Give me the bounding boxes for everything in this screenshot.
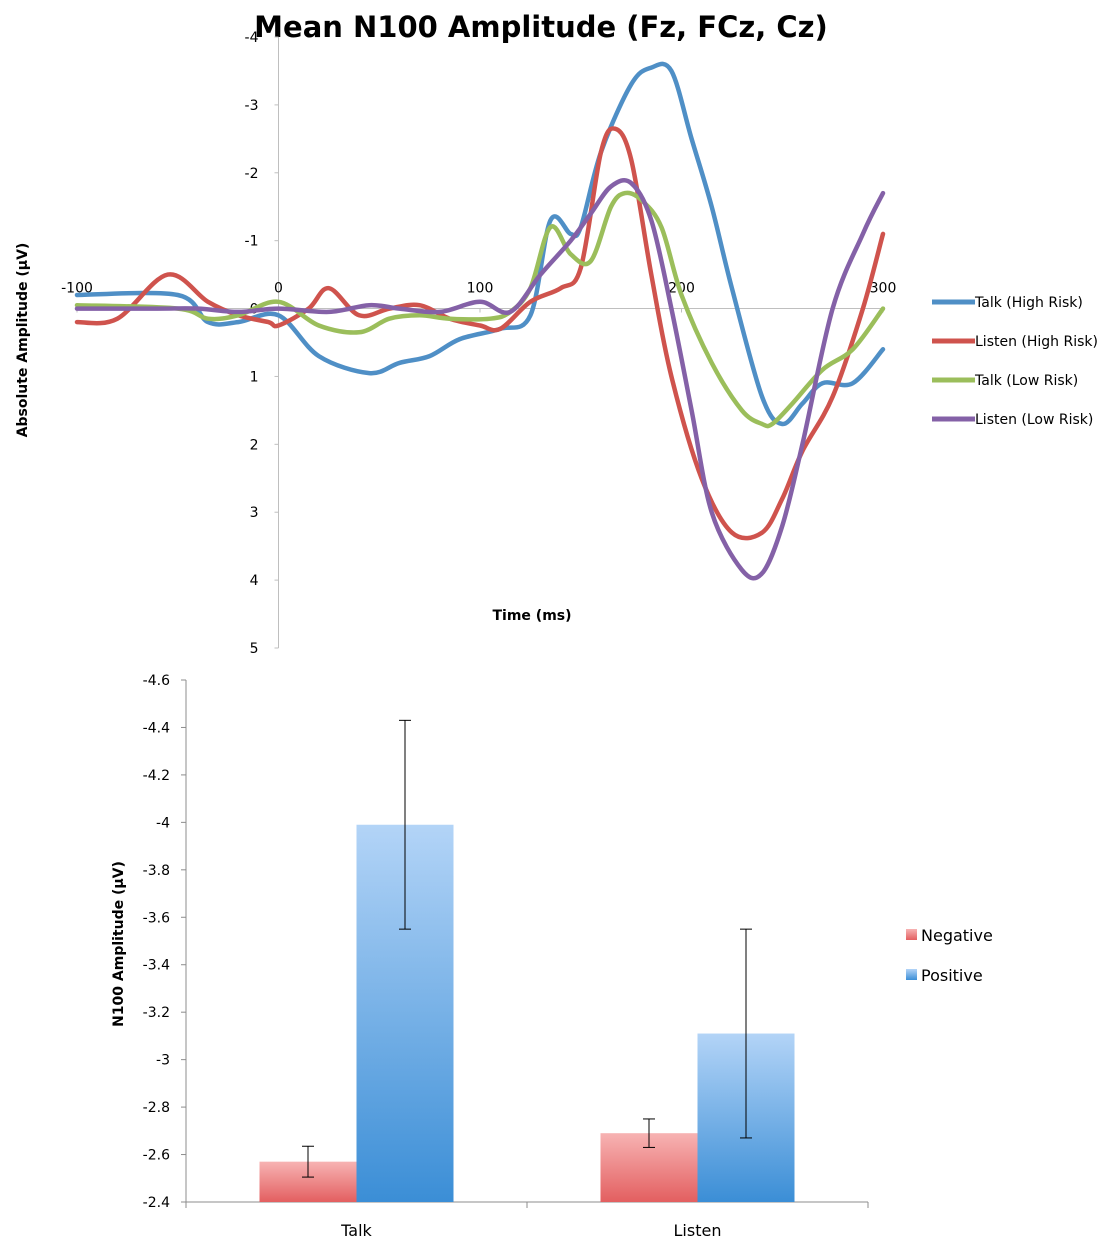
bar-y-tick-label: -2.6 — [143, 1148, 170, 1164]
y-axis-label: Absolute Amplitude (µV) — [15, 243, 31, 438]
chart-title: Mean N100 Amplitude (Fz, FCz, Cz) — [254, 10, 828, 44]
y-tick-label: -4 — [245, 30, 259, 46]
x-tick-label: 300 — [870, 281, 897, 297]
bar-y-tick-label: -4.6 — [143, 673, 170, 689]
series-line — [74, 126, 886, 541]
bar-y-tick-label: -4 — [156, 815, 170, 831]
bar-y-tick-label: -3.6 — [143, 910, 170, 926]
y-tick-label: 5 — [250, 641, 259, 657]
bar-chart-legend: Negative Positive — [906, 926, 993, 985]
line-chart: Mean N100 Amplitude (Fz, FCz, Cz) Absolu… — [15, 10, 1098, 657]
legend-label: Positive — [921, 966, 983, 985]
y-tick-label: 2 — [250, 437, 259, 453]
legend-label: Listen (Low Risk) — [975, 412, 1093, 428]
line-chart-series — [74, 61, 886, 581]
x-tick-label: 100 — [467, 281, 494, 297]
bar-y-tick-label: -3 — [156, 1053, 170, 1069]
bar-y-tick-label: -4.2 — [143, 768, 170, 784]
legend-label: Talk (Low Risk) — [974, 373, 1078, 389]
legend-label: Listen (High Risk) — [975, 334, 1098, 350]
bar-y-tick-label: -2.8 — [143, 1100, 170, 1116]
legend-label: Talk (High Risk) — [974, 295, 1083, 311]
legend-swatch — [906, 929, 917, 940]
y-tick-label: -3 — [245, 98, 259, 114]
bar-y-tick-label: -3.4 — [143, 958, 170, 974]
legend-label: Negative — [921, 926, 993, 945]
y-tick-label: 3 — [250, 505, 259, 521]
bar-y-tick-label: -2.4 — [143, 1195, 170, 1211]
bar-y-tick-label: -3.2 — [143, 1005, 170, 1021]
series-line — [74, 177, 886, 581]
bar-y-axis-label: N100 Amplitude (µV) — [111, 861, 127, 1027]
legend-swatch — [906, 969, 917, 980]
line-chart-legend: Talk (High Risk) Listen (High Risk) Talk (… — [932, 295, 1098, 428]
y-tick-label: -2 — [245, 166, 259, 182]
category-label: Talk — [340, 1221, 372, 1240]
bar-chart-axes: -4.6 -4.4 -4.2 -4 -3.8 -3.6 -3.4 -3.2 -3 -2.8 -2.6… — [143, 673, 869, 1240]
series-line — [74, 61, 886, 427]
y-tick-label: 1 — [250, 369, 259, 385]
category-label: Listen — [674, 1221, 722, 1240]
x-tick-label: 0 — [274, 281, 283, 297]
x-tick-label: -100 — [61, 281, 93, 297]
bar-y-tick-label: -4.4 — [143, 720, 170, 736]
bar-chart-bars — [259, 719, 795, 1202]
x-axis-label: Time (ms) — [492, 608, 571, 624]
bar-y-tick-label: -3.8 — [143, 863, 170, 879]
y-tick-label: 4 — [250, 573, 259, 589]
y-tick-label: -1 — [245, 234, 259, 250]
bar-chart: N100 Amplitude (µV) -4.6 -4.4 -4.2 -4 -3.8 -3… — [111, 673, 993, 1240]
